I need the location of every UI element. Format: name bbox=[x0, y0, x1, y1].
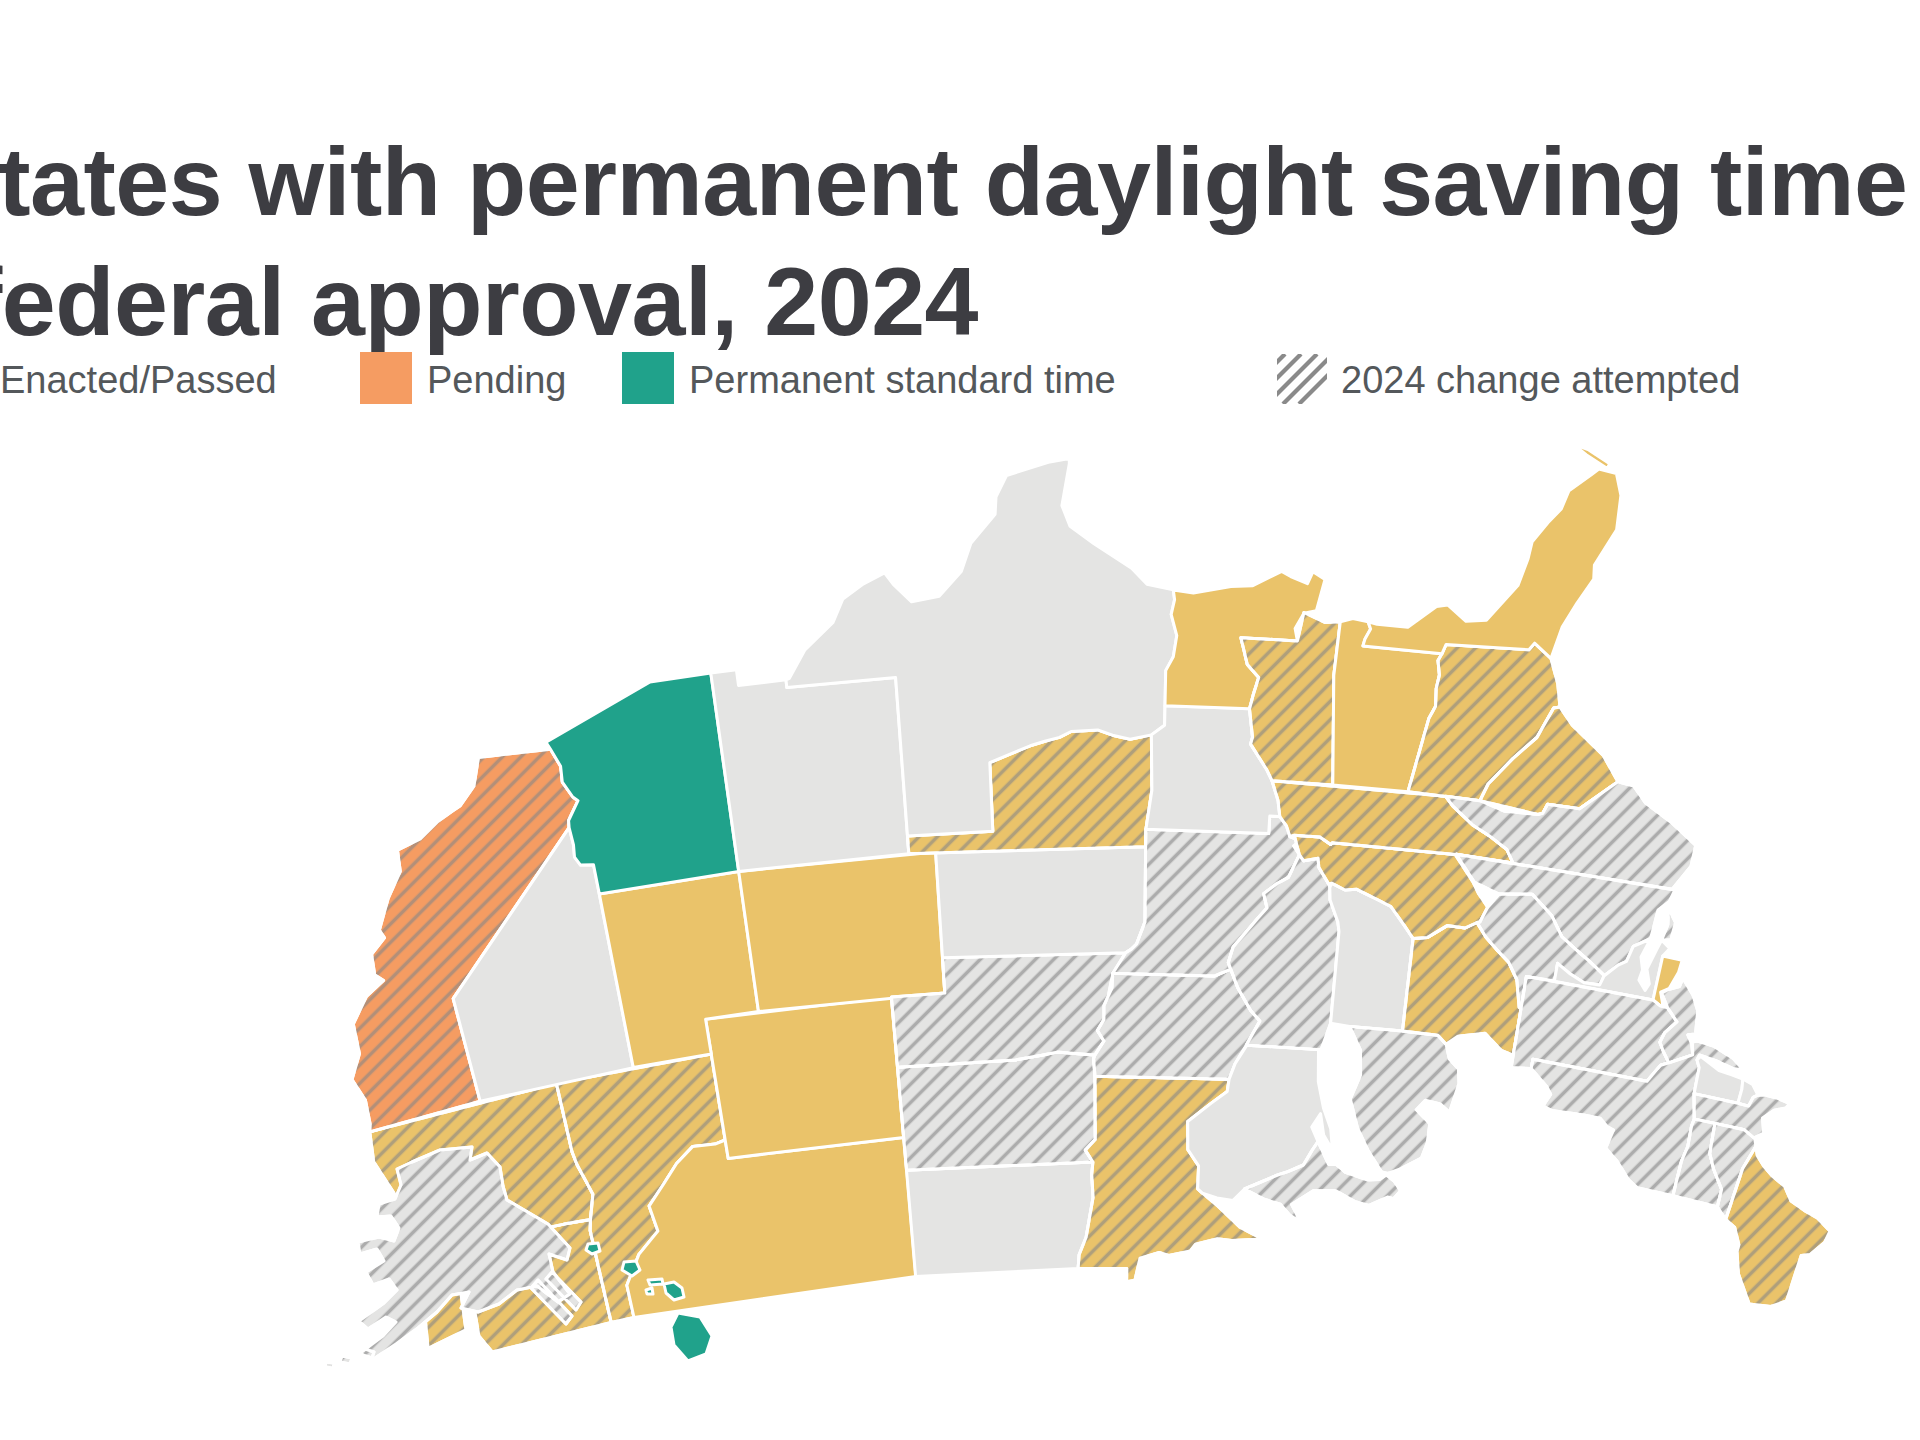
state-ND bbox=[907, 1162, 1094, 1276]
state-ME-hatch bbox=[1726, 1146, 1830, 1306]
page: { "title": { "line1": "States with perma… bbox=[0, 0, 1920, 1440]
state-CO bbox=[739, 852, 945, 1012]
state-SD-hatch bbox=[898, 1052, 1096, 1170]
us-choropleth-map bbox=[0, 0, 1920, 1440]
state-WY bbox=[706, 997, 904, 1158]
state-FL bbox=[1363, 444, 1621, 658]
state-NM bbox=[711, 670, 909, 872]
state-KS bbox=[936, 847, 1146, 958]
